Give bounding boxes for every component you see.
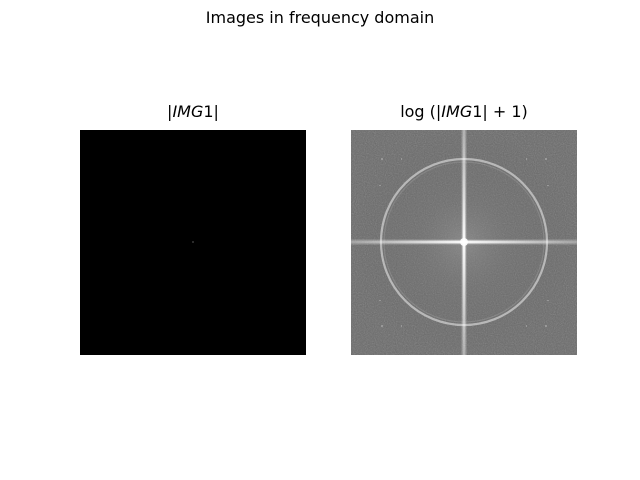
magnitude-title-suffix: 1| [203, 102, 219, 121]
dc-center-point [460, 238, 468, 246]
log-magnitude-spectrum-image [351, 130, 577, 355]
log-title-italic: IMG [441, 102, 473, 121]
magnitude-title-prefix: | [167, 102, 173, 121]
figure-title: Images in frequency domain [205, 8, 435, 27]
log-title-suffix: 1| + 1) [472, 102, 528, 121]
magnitude-spectrum-image [80, 130, 306, 355]
magnitude-title-italic: IMG [172, 102, 204, 121]
spectral-speckles [379, 158, 549, 327]
log-magnitude-panel: log (|IMG1| + 1) [351, 102, 577, 355]
log-magnitude-panel-title: log (|IMG1| + 1) [351, 102, 577, 122]
dc-component-dot [192, 241, 194, 243]
log-title-prefix: log (| [400, 102, 442, 121]
magnitude-panel: |IMG1| [80, 102, 306, 355]
log-spectrum-svg [351, 130, 577, 355]
magnitude-spectrum-svg [80, 130, 306, 355]
magnitude-panel-title: |IMG1| [80, 102, 306, 122]
